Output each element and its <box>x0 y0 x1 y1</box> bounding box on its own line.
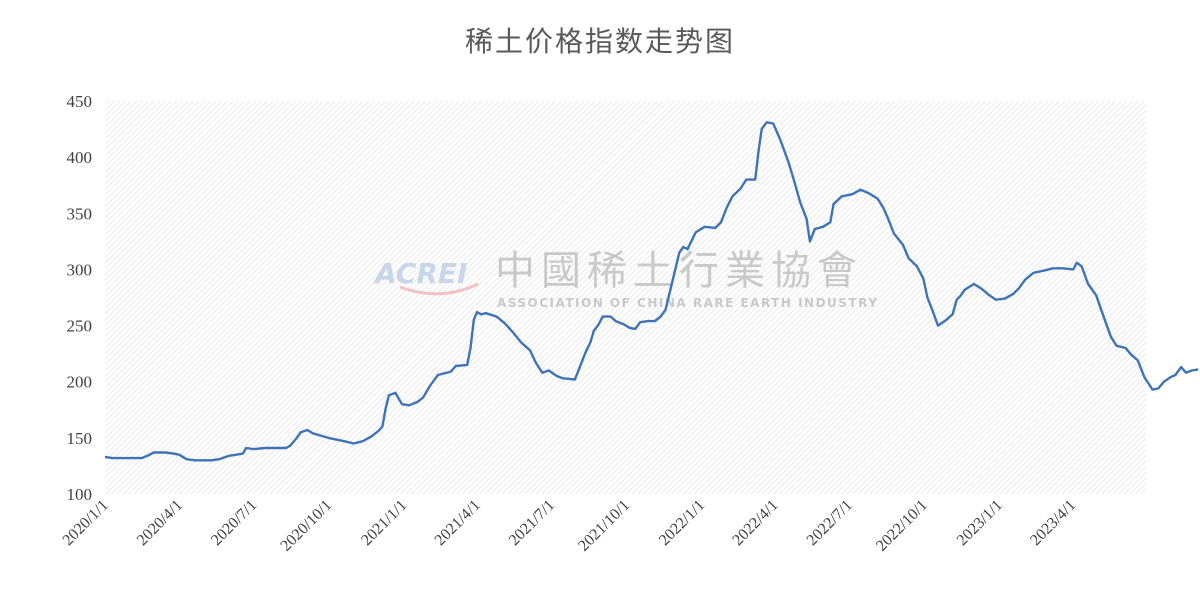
x-tick-label: 2022/4/1 <box>729 497 781 549</box>
series-layer <box>104 121 1199 462</box>
x-tick-label: 2020/7/1 <box>208 497 260 549</box>
y-tick-label: 350 <box>67 204 93 223</box>
x-tick-label: 2022/10/1 <box>873 497 931 555</box>
x-tick-label: 2021/10/1 <box>575 497 633 555</box>
x-tick-label: 2023/4/1 <box>1027 497 1079 549</box>
chart-title: 稀土价格指数走势图 <box>464 25 735 58</box>
x-tick-label: 2020/10/1 <box>277 497 335 555</box>
y-tick-label: 150 <box>67 429 93 448</box>
series-line <box>104 121 1199 462</box>
y-tick-label: 400 <box>67 148 93 167</box>
watermark-logo: ACREI <box>373 257 467 290</box>
y-tick-label: 300 <box>67 260 93 279</box>
x-tick-label: 2021/1/1 <box>358 497 410 549</box>
x-tick-label: 2021/4/1 <box>432 497 484 549</box>
watermark-swoosh <box>399 282 479 296</box>
y-axis: 100 150 200 250 300 350 400 450 <box>67 92 93 504</box>
x-tick-label: 2020/1/1 <box>60 497 112 549</box>
y-tick-label: 100 <box>67 485 93 504</box>
x-tick-label: 2020/4/1 <box>134 497 186 549</box>
y-tick-label: 200 <box>67 373 93 392</box>
x-tick-label: 2022/1/1 <box>656 497 708 549</box>
x-tick-label: 2022/7/1 <box>804 497 856 549</box>
plot-area <box>105 101 1146 494</box>
x-tick-label: 2021/7/1 <box>506 497 558 549</box>
x-tick-label: 2023/1/1 <box>954 497 1006 549</box>
watermark-en-text: ASSOCIATION OF CHINA RARE EARTH INDUSTRY <box>497 296 878 310</box>
y-tick-label: 450 <box>67 92 93 111</box>
x-axis: 2020/1/1 2020/4/1 2020/7/1 2020/10/1 2021/1/… <box>60 497 1080 555</box>
y-tick-label: 250 <box>67 317 93 336</box>
